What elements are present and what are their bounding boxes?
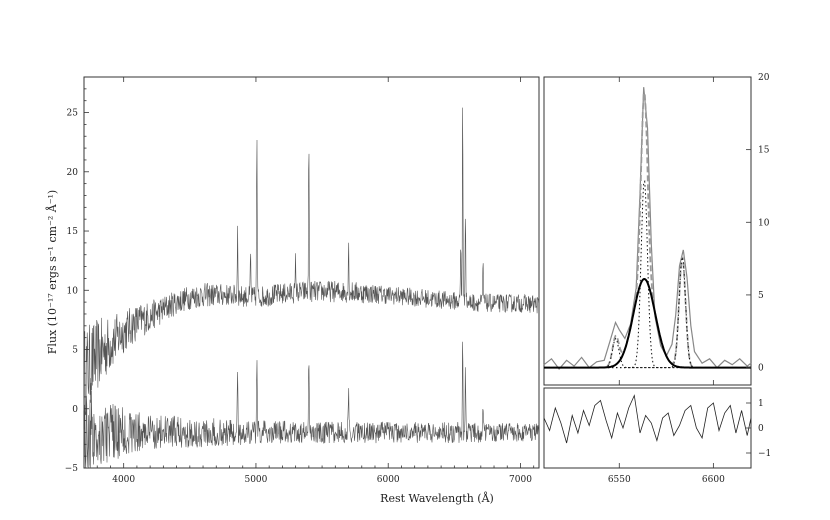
- zoom-residual-plot-area: [543, 394, 752, 444]
- full-spectrum-plot-area: [83, 107, 539, 469]
- full-spectrum-axes: 4000 5000 6000 7000 −5 0 5 10 15 20 25: [65, 77, 535, 485]
- zoom-halpha-panel: 0 5 10 15 20: [543, 73, 770, 386]
- y-tick-label: 25: [67, 109, 79, 119]
- narrow-component-line: [544, 257, 751, 369]
- y-tick-label: 0: [72, 405, 78, 415]
- residual-y-tick-label: 0: [758, 424, 764, 434]
- residual-x-tick-label: 6550: [608, 475, 631, 485]
- x-tick-label: 6000: [377, 475, 400, 485]
- broad-component-line: [544, 277, 751, 369]
- x-tick-label: 4000: [112, 475, 135, 485]
- zoom-y-tick-label: 15: [758, 146, 770, 156]
- y-axis-title: Flux (10⁻¹⁷ ergs s⁻¹ cm⁻² Å⁻¹): [45, 190, 59, 354]
- zoom-y-tick-label: 0: [758, 364, 764, 374]
- y-tick-label: 10: [67, 286, 79, 296]
- full-spectrum-panel: 4000 5000 6000 7000 −5 0 5 10 15 20 25: [65, 76, 540, 485]
- zoom-residual-panel: −1 0 1 6550 6600: [543, 387, 771, 485]
- x-tick-label: 7000: [509, 475, 532, 485]
- residual-spectrum-line: [83, 341, 539, 469]
- zoom-halpha-axes: 0 5 10 15 20: [618, 73, 770, 385]
- full-spectrum-frame: [83, 76, 540, 469]
- residual-y-tick-label: −1: [758, 449, 771, 459]
- zoom-halpha-plot-area: [543, 87, 752, 370]
- residual-y-tick-label: 1: [758, 399, 764, 409]
- narrow-component-line: [544, 337, 751, 369]
- x-tick-label: 5000: [244, 475, 267, 485]
- zoom-y-tick-label: 20: [758, 73, 770, 83]
- observed-data-line: [543, 87, 752, 370]
- zoom-residual-axes: −1 0 1 6550 6600: [608, 399, 771, 485]
- x-axis-title: Rest Wavelength (Å): [380, 491, 494, 505]
- y-tick-label: 5: [72, 346, 78, 356]
- residual-line: [543, 394, 752, 444]
- zoom-y-tick-label: 5: [758, 291, 764, 301]
- zoom-halpha-frame: [543, 76, 752, 386]
- residual-x-tick-label: 6600: [702, 475, 725, 485]
- y-tick-label: −5: [65, 464, 79, 474]
- y-tick-label: 20: [67, 168, 79, 178]
- spectrum-line: [83, 107, 539, 416]
- narrow-component-line: [544, 179, 751, 369]
- zoom-y-tick-label: 10: [758, 218, 770, 228]
- y-tick-label: 15: [67, 227, 79, 237]
